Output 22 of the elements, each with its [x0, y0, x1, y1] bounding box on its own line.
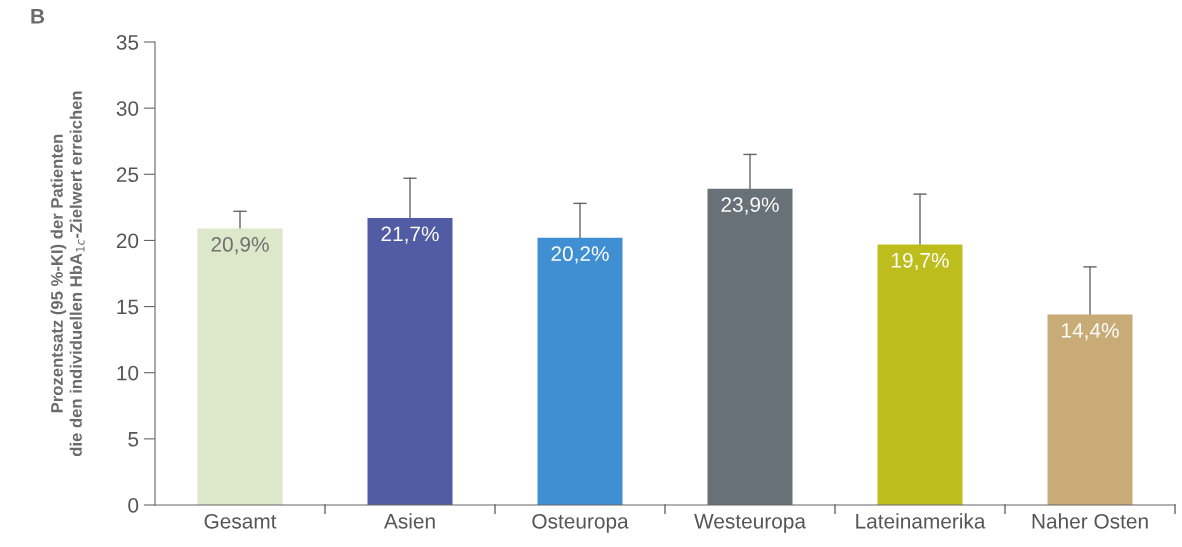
y-tick-label: 15 [117, 299, 139, 315]
data-label: 20,2% [551, 246, 609, 264]
y-tick-label: 10 [117, 365, 139, 381]
data-label: 23,9% [721, 197, 779, 215]
y-tick-label: 5 [128, 432, 139, 447]
data-label: 14,4% [1062, 323, 1119, 341]
data-label: 20,9% [211, 237, 269, 255]
text: B [31, 9, 45, 24]
x-tick-label: Osteuropa [532, 513, 629, 533]
data-label: 19,7% [892, 252, 949, 271]
x-tick-label: Asien [383, 513, 435, 529]
y-tick-label: 30 [116, 101, 139, 116]
y-tick-label: 25 [116, 167, 139, 183]
y-tick-label: 0 [128, 498, 139, 513]
x-tick-label: Lateinamerika [856, 513, 986, 529]
y-tick-label: 20 [116, 233, 139, 249]
y-tick-label: 35 [116, 35, 139, 50]
x-tick-label: Gesamt [204, 513, 277, 529]
x-tick-label: Naher Osten [1032, 513, 1148, 529]
data-label: 21,7% [381, 226, 439, 244]
y-axis-title: Prozentsatz (95 %-KI) der Patienten die den individuellen HbA$_{1c}$-Zielwert erreichen [50, 91, 85, 457]
x-tick-label: Westeuropa [694, 514, 806, 533]
